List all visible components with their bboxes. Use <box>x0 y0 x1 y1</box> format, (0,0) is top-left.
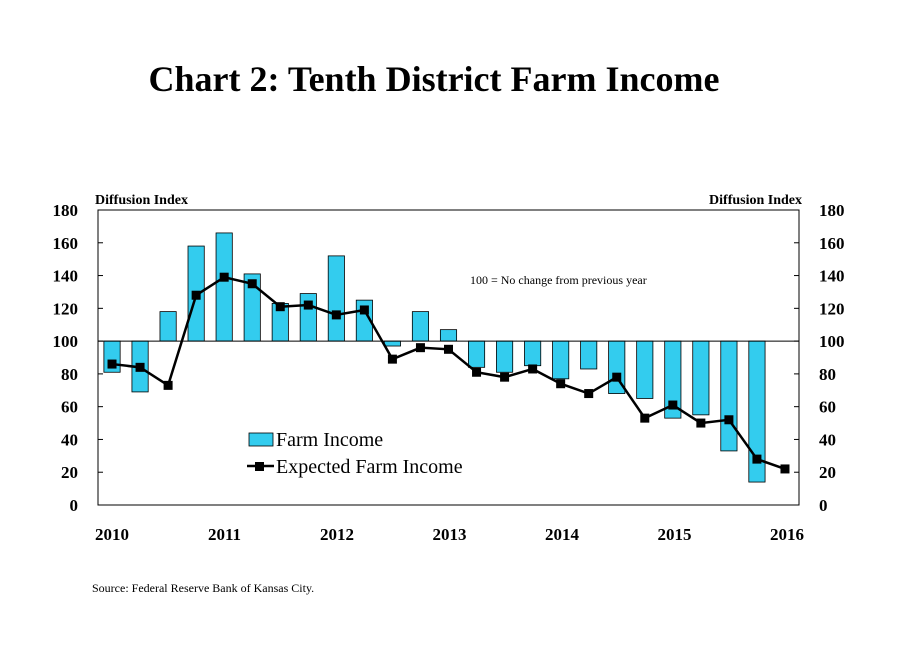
bar-2013Q4 <box>496 340 514 373</box>
bar-2015Q3 <box>692 340 710 416</box>
x-axis: 2010 2011 2012 2013 2014 2015 2016 <box>95 525 804 544</box>
y-tick-left: 160 <box>53 234 79 253</box>
baseline-annotation: 100 = No change from previous year <box>470 273 647 287</box>
x-tick-2010: 2010 <box>95 525 129 544</box>
y-tick-right: 120 <box>819 299 845 318</box>
y-tick-left: 120 <box>53 299 79 318</box>
x-tick-2015: 2015 <box>658 525 692 544</box>
y-tick-left: 20 <box>61 463 78 482</box>
y-tick-right: 20 <box>819 463 836 482</box>
point-2013Q4 <box>500 372 510 382</box>
point-2014Q3 <box>584 389 594 399</box>
point-2011Q1 <box>191 290 201 300</box>
point-2015Q4 <box>724 415 734 425</box>
bar-2015Q1 <box>636 340 654 399</box>
x-tick-2014: 2014 <box>545 525 580 544</box>
chart-title: Chart 2: Tenth District Farm Income <box>148 59 720 99</box>
y-tick-right: 160 <box>819 234 845 253</box>
bar-2013Q1 <box>411 311 429 342</box>
bar-2014Q3 <box>580 340 598 370</box>
bar-2013Q3 <box>468 340 486 368</box>
x-tick-2011: 2011 <box>208 525 241 544</box>
plot-frame <box>97 209 800 506</box>
legend: Farm Income Expected Farm Income <box>247 429 463 478</box>
left-y-axis: 0 20 40 60 80 100 120 140 160 180 <box>53 201 103 515</box>
y-tick-right: 80 <box>819 365 836 384</box>
y-tick-right: 100 <box>819 332 845 351</box>
point-2013Q3 <box>472 367 482 377</box>
y-tick-right: 180 <box>819 201 845 220</box>
y-tick-right: 140 <box>819 267 845 286</box>
y-tick-right: 40 <box>819 430 836 449</box>
point-2012Q2 <box>331 310 341 320</box>
point-2012Q3 <box>359 305 369 315</box>
farm-income-bars <box>103 232 766 483</box>
y-tick-left: 100 <box>53 332 79 351</box>
legend-label-farm-income: Farm Income <box>276 429 383 451</box>
right-axis-title: Diffusion Index <box>709 193 802 208</box>
x-tick-2016: 2016 <box>770 525 804 544</box>
point-2015Q1 <box>640 413 650 423</box>
bar-2012Q4 <box>383 340 401 347</box>
point-2010Q4 <box>163 380 173 390</box>
x-tick-2013: 2013 <box>433 525 467 544</box>
bar-2014Q2 <box>552 340 570 380</box>
point-2012Q4 <box>387 354 397 364</box>
point-2015Q2 <box>668 400 678 410</box>
y-tick-left: 60 <box>61 398 78 417</box>
bar-2010Q4 <box>159 311 177 342</box>
point-2013Q2 <box>444 344 453 354</box>
point-2016Q2 <box>780 464 790 474</box>
y-tick-left: 40 <box>61 430 78 449</box>
bar-2014Q1 <box>524 340 542 367</box>
point-2016Q1 <box>752 454 762 464</box>
right-y-axis: 0 20 40 60 80 100 120 140 160 180 <box>794 201 845 515</box>
point-2014Q1 <box>528 364 538 374</box>
point-2011Q3 <box>247 279 257 289</box>
point-2015Q3 <box>696 418 706 428</box>
point-2010Q3 <box>135 362 145 372</box>
point-2014Q4 <box>612 372 622 382</box>
legend-label-expected-farm-income: Expected Farm Income <box>276 456 463 478</box>
bar-2011Q2 <box>215 232 233 342</box>
y-tick-left: 80 <box>61 365 78 384</box>
point-2012Q1 <box>303 300 313 310</box>
point-2010Q2 <box>107 359 117 369</box>
bar-2015Q4 <box>720 340 738 452</box>
y-tick-left: 180 <box>53 201 79 220</box>
y-tick-left: 140 <box>53 267 79 286</box>
point-2013Q1 <box>415 343 425 353</box>
source-note: Source: Federal Reserve Bank of Kansas C… <box>92 581 315 595</box>
point-2011Q2 <box>219 272 229 282</box>
point-2011Q4 <box>275 302 285 312</box>
y-tick-left: 0 <box>70 496 79 515</box>
legend-marker-expected <box>255 462 264 471</box>
y-tick-right: 0 <box>819 496 828 515</box>
expected-farm-income-line <box>107 272 790 474</box>
point-2014Q2 <box>556 379 566 389</box>
bar-2012Q2 <box>327 255 345 342</box>
left-axis-title: Diffusion Index <box>95 193 188 208</box>
bar-2013Q2 <box>439 329 458 342</box>
expected-line-path <box>111 275 786 471</box>
legend-swatch-farm-income <box>248 432 274 447</box>
y-tick-right: 60 <box>819 398 836 417</box>
x-tick-2012: 2012 <box>320 525 354 544</box>
